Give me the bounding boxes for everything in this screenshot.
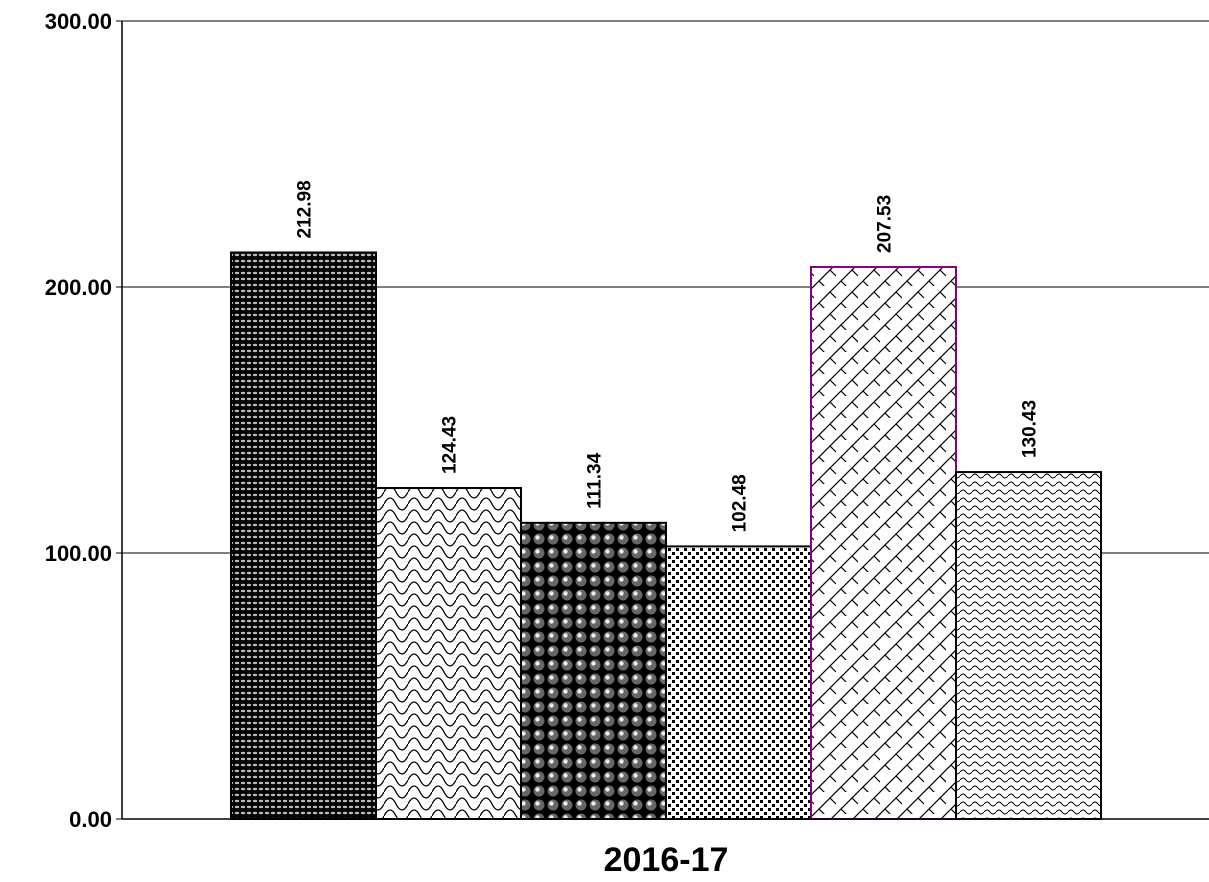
bar [230, 251, 377, 820]
data-label: 111.34 [585, 452, 606, 508]
data-label: 207.53 [875, 195, 896, 253]
axes: 0.00 100.00 200.00 300.00 2016-17 [45, 9, 1209, 879]
data-label: 212.98 [295, 180, 316, 238]
y-tick-label: 200.00 [45, 275, 112, 300]
data-label: 124.43 [440, 416, 461, 474]
y-tick-label: 0.00 [69, 807, 112, 832]
bar [665, 545, 812, 820]
bar [810, 265, 957, 820]
y-tick-label: 300.00 [45, 9, 112, 34]
data-labels: 212.98 124.43 111.34 102.48 207.53 130.43 [295, 180, 1041, 532]
bars [230, 251, 1102, 820]
bar [955, 471, 1102, 820]
y-tick-label: 100.00 [45, 541, 112, 566]
bar [375, 487, 522, 820]
bar [520, 521, 667, 820]
data-label: 102.48 [730, 474, 751, 532]
data-label: 130.43 [1020, 400, 1041, 458]
x-category-label: 2016-17 [604, 841, 729, 879]
